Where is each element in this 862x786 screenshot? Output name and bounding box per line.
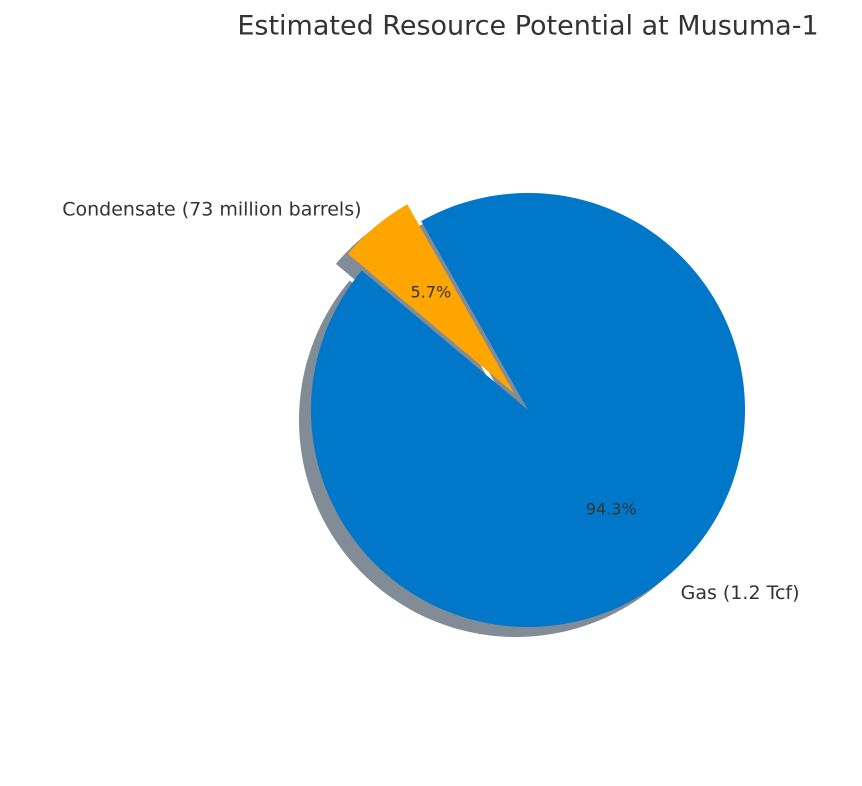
pie-slice: [310, 192, 745, 627]
value-label: 5.7%: [411, 283, 452, 302]
value-label: 94.3%: [586, 500, 637, 519]
pie-slice: [347, 204, 515, 394]
slice-label: Condensate (73 million barrels): [62, 198, 361, 220]
chart-title: Estimated Resource Potential at Musuma-1: [237, 11, 818, 42]
slice-label: Gas (1.2 Tcf): [681, 582, 800, 604]
